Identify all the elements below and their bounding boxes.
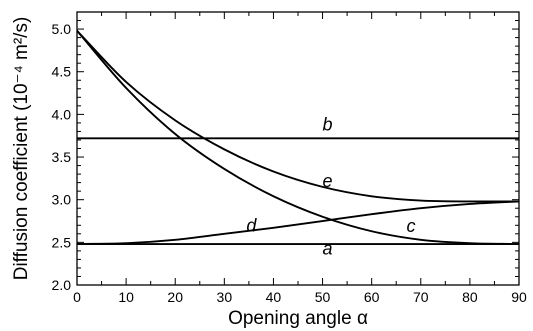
y-tick-label: 2.0: [52, 277, 72, 293]
curve-label-c: c: [406, 216, 415, 236]
x-tick-label: 80: [462, 289, 478, 305]
x-tick-label: 90: [511, 289, 527, 305]
curve-label-e: e: [322, 171, 332, 191]
x-tick-label: 0: [73, 289, 81, 305]
curve-labels-layer: a b c d e: [246, 115, 415, 259]
x-tick-label: 20: [167, 289, 183, 305]
curve-c: [76, 30, 520, 245]
y-tick-label: 3.5: [52, 149, 72, 165]
curve-e: [76, 30, 519, 203]
curve-label-d: d: [246, 215, 257, 235]
x-tick-label: 60: [364, 289, 380, 305]
x-tick-label: 40: [266, 289, 282, 305]
curve-label-b: b: [322, 115, 332, 135]
y-tick-label: 3.0: [52, 192, 72, 208]
x-axis-title: Opening angle α: [228, 308, 368, 329]
x-tick-label: 50: [315, 289, 331, 305]
y-tick-label: 2.5: [52, 234, 72, 250]
curve-label-a: a: [322, 238, 332, 258]
tick-labels-layer: 0 10 20 30 40 50 60 70 80 90 2.0 2.5 3.0 3.5 4.0 4.5 5.0: [52, 21, 527, 305]
ticks-layer: [76, 11, 520, 286]
y-tick-label: 4.5: [52, 64, 72, 80]
x-tick-label: 10: [118, 289, 134, 305]
curves-layer: [76, 30, 520, 245]
y-tick-label: 5.0: [52, 21, 72, 37]
y-tick-label: 4.0: [52, 106, 72, 122]
x-tick-label: 30: [217, 289, 233, 305]
curve-d: [76, 200, 520, 245]
y-axis-title: Diffusion coefficient (10⁻⁴ m²/s): [11, 17, 32, 281]
x-tick-label: 70: [413, 289, 429, 305]
